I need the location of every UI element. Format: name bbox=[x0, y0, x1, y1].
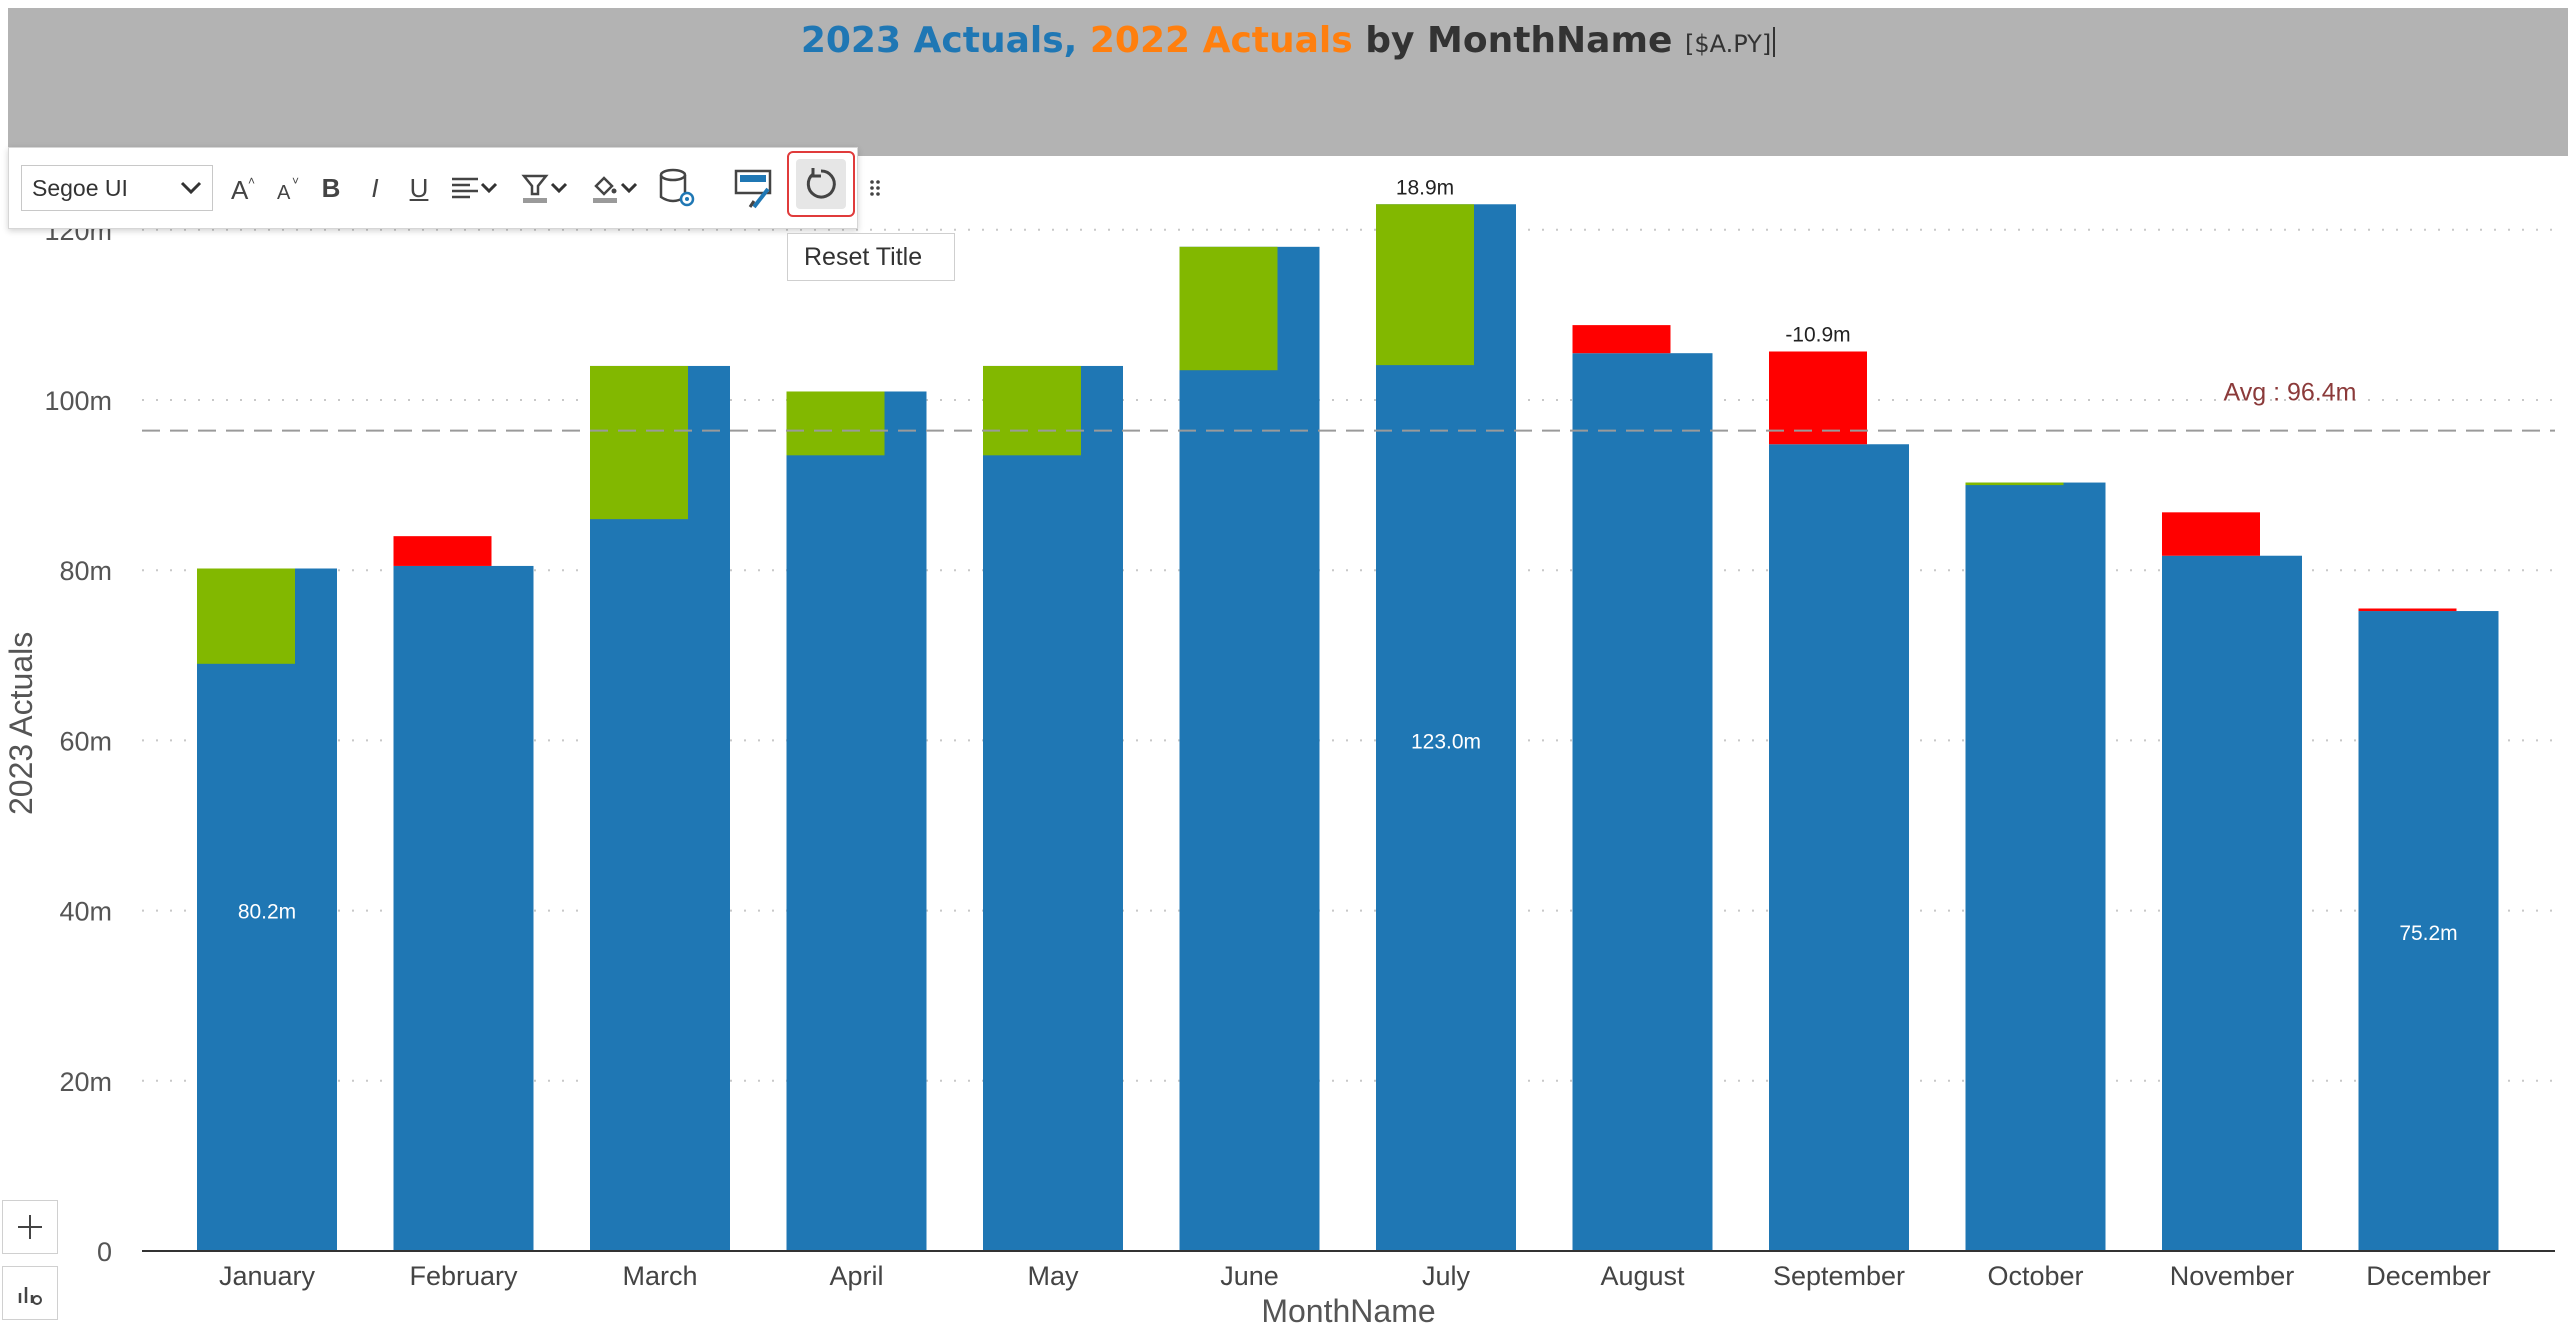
y-axis-title: 2023 Actuals bbox=[3, 632, 39, 815]
variance-bar bbox=[1965, 482, 2064, 486]
title-suffix: [$A.PY] bbox=[1684, 30, 1772, 58]
y-tick-label: 100m bbox=[44, 386, 112, 416]
align-dropdown[interactable] bbox=[441, 164, 507, 212]
data-label: 123.0m bbox=[1411, 730, 1481, 753]
average-label: Avg : 96.4m bbox=[2224, 379, 2357, 407]
svg-text:A: A bbox=[277, 182, 291, 203]
text-caret bbox=[1773, 27, 1776, 57]
x-tick-label: November bbox=[2170, 1261, 2295, 1291]
chart-settings-button[interactable] bbox=[2, 1266, 58, 1320]
variance-bar bbox=[590, 365, 688, 520]
title-band: 2023 Actuals, 2022 Actuals by MonthName … bbox=[8, 8, 2568, 156]
chevron-down-icon bbox=[550, 182, 568, 194]
bar-2023 bbox=[2358, 611, 2499, 1251]
title-part-3: by MonthName bbox=[1365, 20, 1673, 61]
chevron-down-icon bbox=[620, 182, 638, 194]
variance-bar bbox=[2162, 512, 2260, 556]
data-settings-button[interactable] bbox=[653, 164, 701, 212]
bar-2023 bbox=[983, 365, 1123, 1252]
drag-handle[interactable] bbox=[865, 164, 885, 212]
highlight-dropdown[interactable] bbox=[511, 164, 577, 212]
variance-bar bbox=[1572, 325, 1671, 354]
reset-title-tooltip: Reset Title bbox=[787, 233, 955, 281]
highlight-icon bbox=[521, 174, 549, 203]
reset-button-face bbox=[796, 159, 846, 209]
variance-bar bbox=[393, 536, 492, 566]
x-tick-label: December bbox=[2366, 1261, 2491, 1291]
font-size-increase-icon: A ˄ bbox=[231, 174, 255, 203]
font-family-dropdown[interactable]: Segoe UI bbox=[21, 165, 213, 211]
font-size-decrease-button[interactable]: A ˅ bbox=[265, 164, 309, 212]
font-family-value: Segoe UI bbox=[32, 174, 128, 201]
data-label: 75.2m bbox=[2399, 922, 2457, 945]
title-part-1: 2023 Actuals, bbox=[800, 20, 1078, 61]
y-tick-label: 40m bbox=[59, 897, 112, 927]
svg-text:A: A bbox=[231, 175, 249, 203]
bar-2023 bbox=[786, 391, 927, 1251]
italic-button[interactable]: I bbox=[371, 172, 379, 203]
bar-2023 bbox=[393, 565, 534, 1251]
title-part-2: 2022 Actuals bbox=[1089, 20, 1353, 61]
variance-bar bbox=[983, 365, 1081, 456]
fill-color-dropdown[interactable] bbox=[581, 164, 647, 212]
x-tick-label: July bbox=[1422, 1261, 1471, 1291]
chevron-down-icon bbox=[480, 182, 498, 194]
variance-bar bbox=[786, 391, 885, 456]
font-size-increase-button[interactable]: A ˄ bbox=[221, 164, 265, 212]
align-left-icon bbox=[452, 177, 478, 199]
chart-settings-icon bbox=[18, 1287, 42, 1305]
font-size-decrease-icon: A˅ bbox=[277, 174, 299, 203]
y-tick-label: 80m bbox=[59, 556, 112, 586]
text-format-toolbar: Segoe UI A ˄ A ˅ B I U bbox=[8, 147, 880, 229]
variance-bar bbox=[1769, 351, 1867, 445]
x-tick-label: June bbox=[1220, 1261, 1279, 1291]
reset-title-button[interactable] bbox=[787, 151, 855, 217]
x-tick-label: May bbox=[1027, 1261, 1079, 1291]
chevron-down-icon bbox=[180, 181, 202, 195]
y-tick-label: 20m bbox=[59, 1067, 112, 1097]
bar-2023 bbox=[2162, 555, 2302, 1251]
chart-title[interactable]: 2023 Actuals, 2022 Actuals by MonthName … bbox=[8, 20, 2568, 61]
bar-2023 bbox=[1179, 246, 1320, 1251]
format-painter-icon bbox=[734, 169, 772, 209]
plus-icon bbox=[18, 1215, 42, 1239]
fill-color-icon bbox=[593, 176, 617, 203]
x-tick-label: April bbox=[829, 1261, 883, 1291]
svg-text:˄: ˄ bbox=[248, 174, 255, 188]
bar-2023 bbox=[1376, 204, 1516, 1251]
y-tick-label: 60m bbox=[59, 726, 112, 756]
variance-bar bbox=[1179, 246, 1278, 371]
variance-bar bbox=[2358, 608, 2457, 612]
data-label: 80.2m bbox=[238, 901, 296, 924]
bar-2023 bbox=[1769, 444, 1909, 1251]
x-tick-label: August bbox=[1600, 1261, 1685, 1291]
database-settings-icon bbox=[659, 168, 695, 207]
variance-bar bbox=[197, 568, 295, 664]
variance-bar bbox=[1376, 204, 1474, 366]
format-painter-button[interactable] bbox=[731, 164, 779, 212]
x-tick-label: January bbox=[219, 1261, 316, 1291]
bars bbox=[197, 204, 2499, 1252]
variance-label: 18.9m bbox=[1396, 176, 1454, 199]
x-tick-label: February bbox=[409, 1261, 518, 1291]
bar-2023 bbox=[1965, 482, 2106, 1251]
add-button[interactable] bbox=[2, 1200, 58, 1254]
bold-button[interactable]: B bbox=[321, 172, 341, 203]
svg-text:˅: ˅ bbox=[292, 174, 299, 188]
variance-label: -10.9m bbox=[1785, 323, 1850, 346]
bar-2023 bbox=[197, 568, 337, 1251]
underline-button[interactable]: U bbox=[409, 172, 429, 203]
x-axis-title: MonthName bbox=[1261, 1293, 1435, 1329]
reset-icon bbox=[806, 168, 836, 199]
labels: 80.2m 123.0m 75.2m 18.9m -10.9m Avg : 96.4m bbox=[142, 176, 2555, 945]
bar-2023 bbox=[1572, 353, 1713, 1251]
y-tick-label: 0 bbox=[97, 1237, 112, 1267]
x-tick-label: September bbox=[1773, 1261, 1905, 1291]
x-tick-label: March bbox=[622, 1261, 697, 1291]
drag-handle-icon bbox=[870, 180, 880, 196]
x-tick-label: October bbox=[1987, 1261, 2083, 1291]
